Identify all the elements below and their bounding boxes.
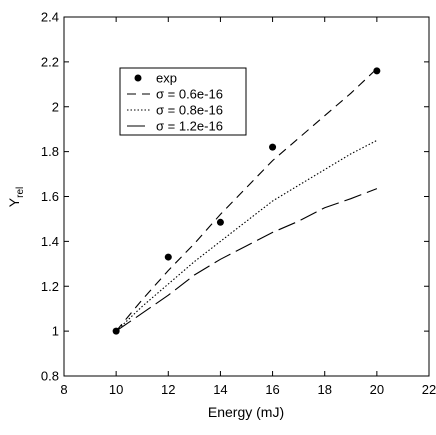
y-tick-label: 1.2: [41, 279, 59, 294]
y-tick-label: 2.2: [41, 54, 59, 69]
ticks: 8 10 12 14 16 18 20 22 0.8 1 1.2 1.4 1.6 1.8 2 2.2 2.4: [41, 10, 436, 398]
y-tick-label: 0.8: [41, 369, 59, 384]
y-tick-label: 2: [52, 99, 59, 114]
legend-label: σ = 0.6e-16: [156, 87, 223, 102]
x-tick-label: 14: [213, 382, 227, 397]
legend-label: σ = 0.8e-16: [156, 103, 223, 118]
legend-label: exp: [156, 71, 177, 86]
series-line-dashed: [115, 68, 378, 332]
y-axis-title-main: Y: [6, 197, 22, 207]
x-tick-label: 8: [60, 382, 67, 397]
exp-point: [164, 253, 172, 261]
x-axis-title: Energy (mJ): [208, 404, 284, 420]
series-layer: [112, 67, 381, 335]
y-tick-label: 1.4: [41, 234, 59, 249]
legend-label: σ = 1.2e-16: [156, 119, 223, 134]
y-tick-label: 1: [52, 324, 59, 339]
x-tick-label: 16: [265, 382, 279, 397]
exp-point: [373, 67, 381, 75]
exp-point: [269, 143, 277, 151]
y-axis-title-sub: rel: [15, 187, 26, 198]
x-tick-label: 22: [422, 382, 436, 397]
series-line-dotted: [115, 139, 378, 332]
series-line-longdash: [115, 188, 378, 332]
x-tick-label: 12: [161, 382, 175, 397]
exp-point: [216, 218, 224, 226]
legend-marker: [134, 74, 142, 82]
y-tick-label: 1.8: [41, 144, 59, 159]
x-tick-label: 18: [317, 382, 331, 397]
x-tick-label: 20: [370, 382, 384, 397]
y-tick-label: 2.4: [41, 10, 59, 25]
y-tick-label: 1.6: [41, 189, 59, 204]
y-axis-title: Yrel: [6, 187, 26, 207]
x-tick-label: 10: [109, 382, 123, 397]
